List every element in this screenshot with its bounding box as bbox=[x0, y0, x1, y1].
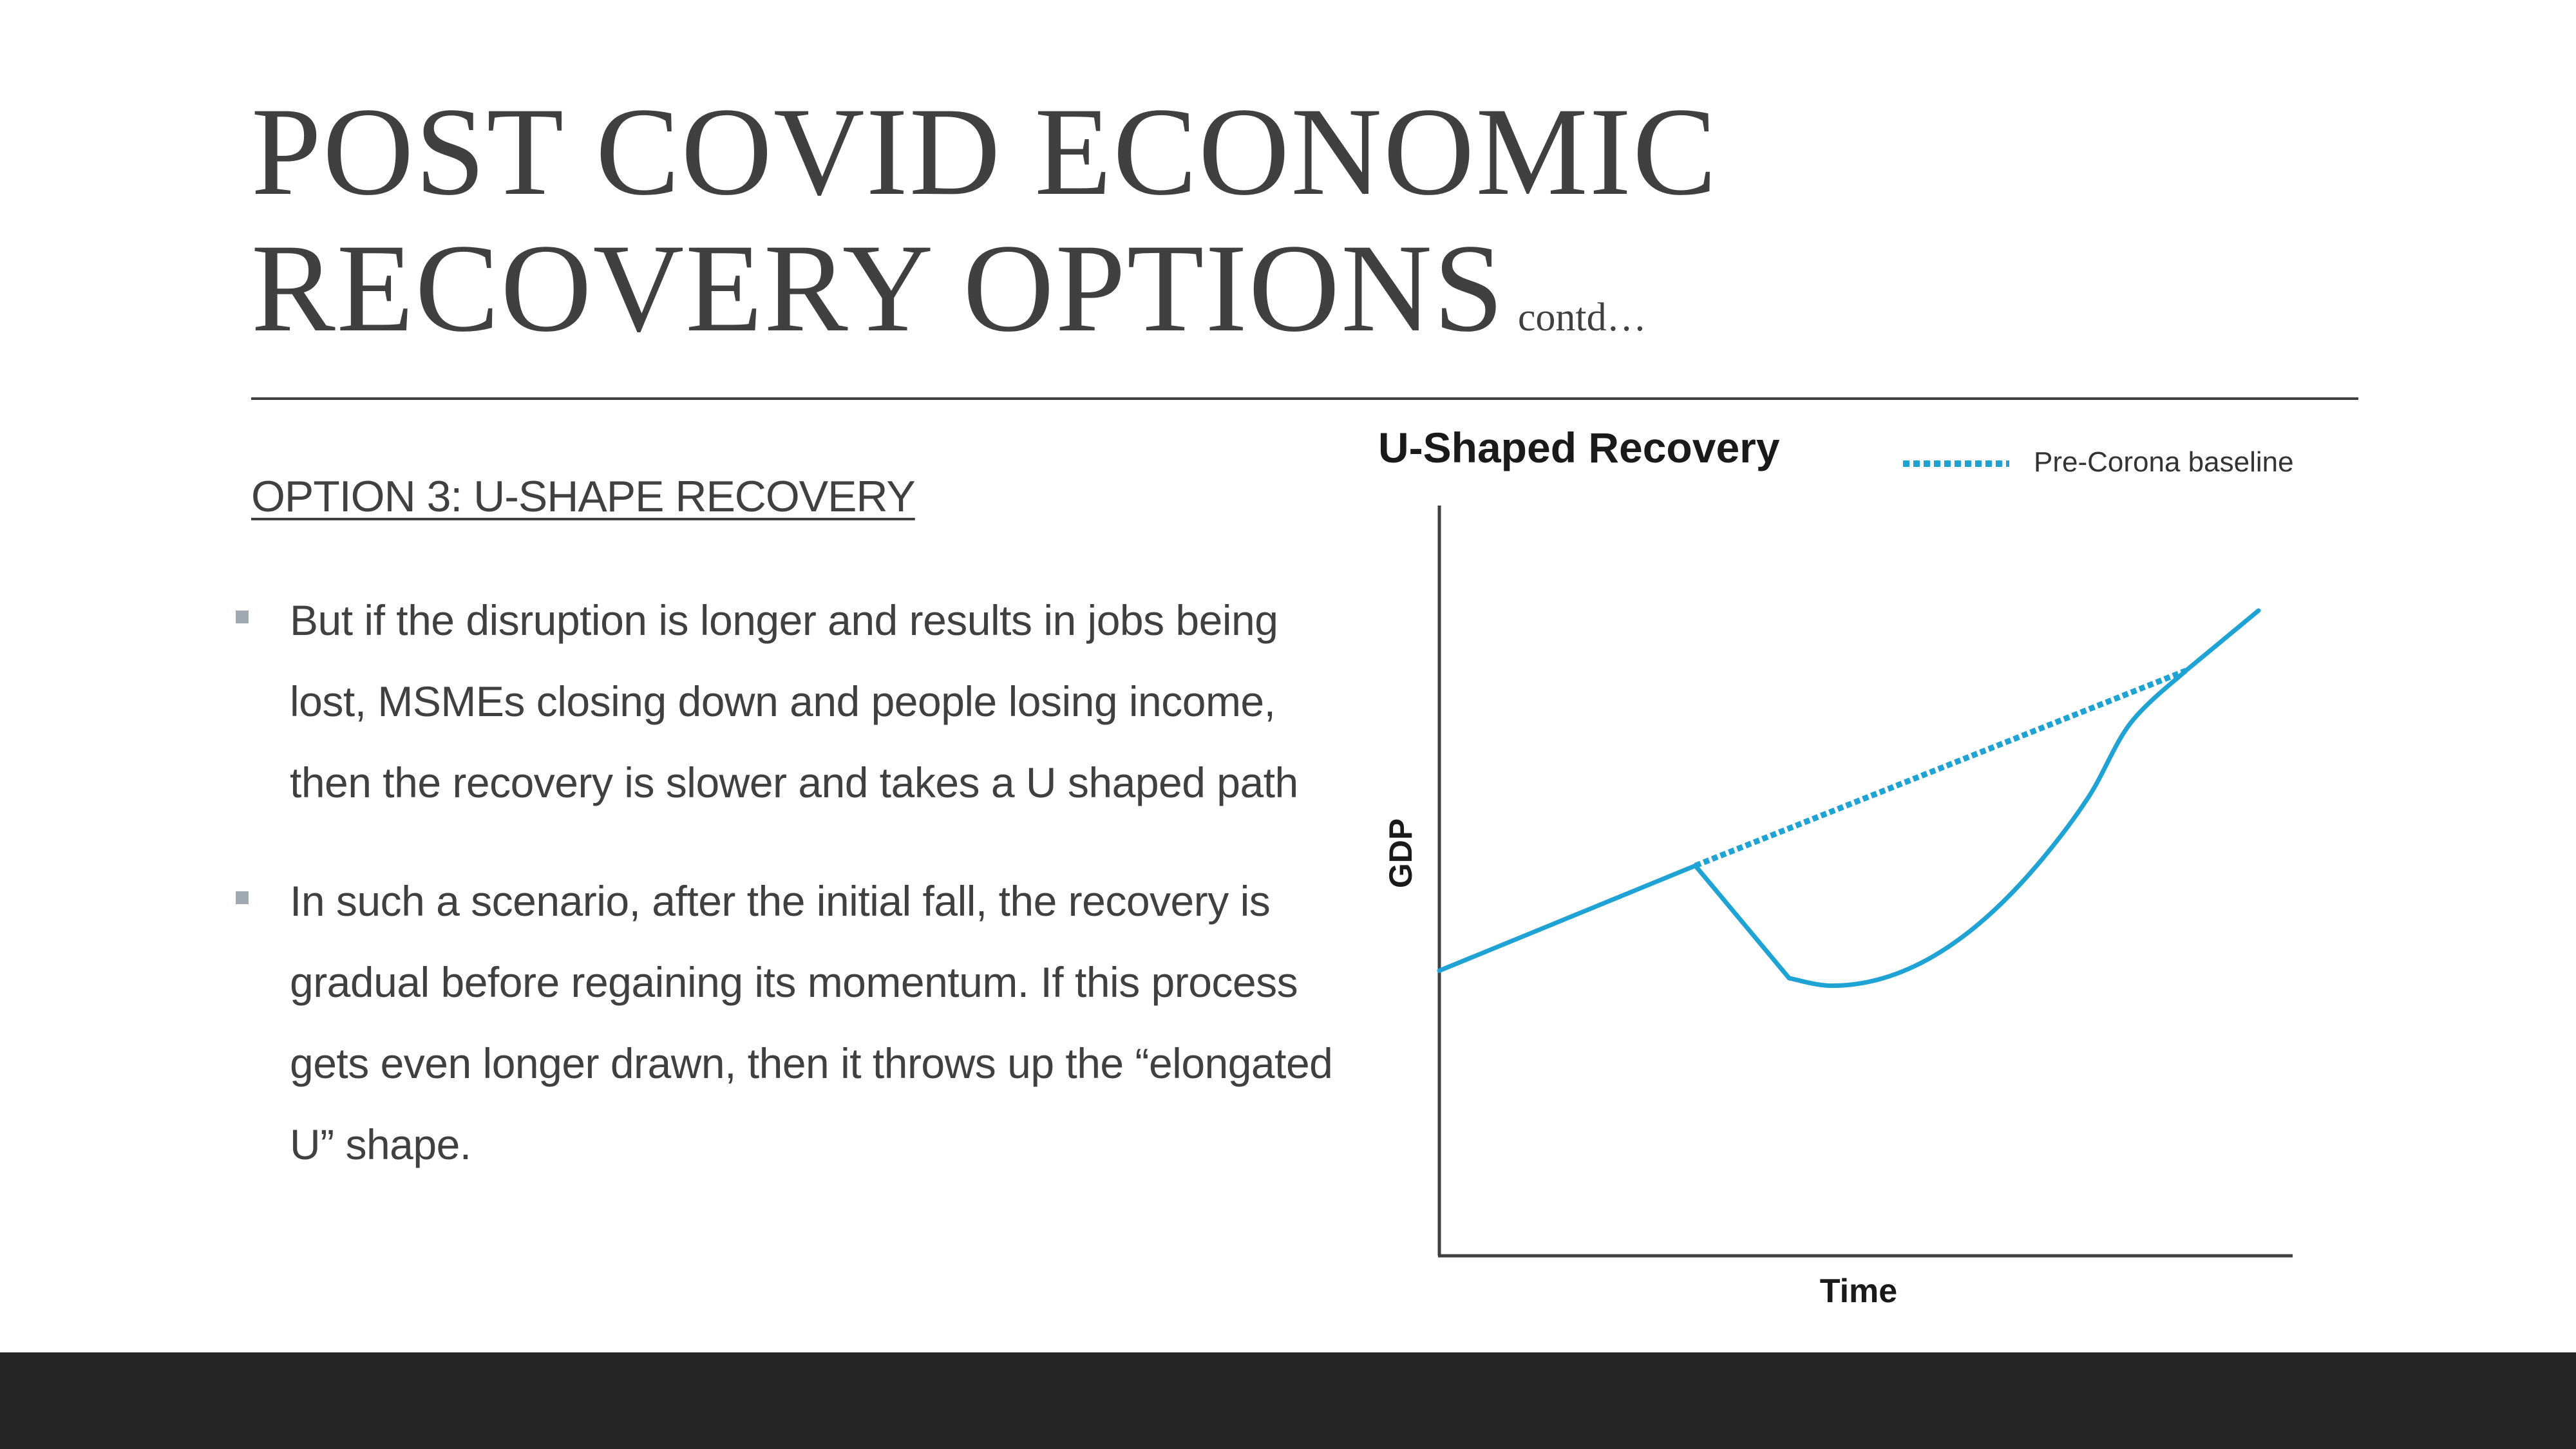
title-suffix: contd… bbox=[1517, 296, 1647, 339]
chart-title: U-Shaped Recovery bbox=[1378, 425, 1780, 471]
legend-label: Pre-Corona baseline bbox=[2034, 446, 2294, 478]
u-shaped-recovery-chart: U-Shaped Recovery Pre-Corona baseline GD… bbox=[1378, 425, 2294, 1310]
title-line-2: RECOVERY OPTIONS contd… bbox=[251, 220, 2312, 386]
slide-title: POST COVID ECONOMIC RECOVERY OPTIONS cont… bbox=[251, 84, 2312, 386]
gdp-series-line bbox=[1437, 608, 2261, 989]
square-bullet-icon bbox=[236, 611, 249, 623]
baseline-series-line bbox=[1694, 668, 2188, 869]
plot-area bbox=[1437, 608, 2261, 989]
x-axis-label: Time bbox=[1820, 1273, 1897, 1310]
bullet-item: In such a scenario, after the initial fa… bbox=[232, 860, 1346, 1185]
title-line-2-text: RECOVERY OPTIONS bbox=[251, 218, 1505, 358]
bullet-item: But if the disruption is longer and resu… bbox=[232, 580, 1346, 823]
footer-bar bbox=[0, 1352, 2576, 1449]
title-line-1: POST COVID ECONOMIC bbox=[251, 82, 1718, 222]
bullet-text: But if the disruption is longer and resu… bbox=[290, 596, 1298, 806]
y-axis-label: GDP bbox=[1383, 819, 1419, 888]
bullet-list: But if the disruption is longer and resu… bbox=[232, 580, 1346, 1222]
square-bullet-icon bbox=[236, 891, 249, 904]
title-divider bbox=[251, 397, 2358, 400]
bullet-text: In such a scenario, after the initial fa… bbox=[290, 877, 1333, 1168]
option-heading: OPTION 3: U-SHAPE RECOVERY bbox=[251, 472, 916, 521]
